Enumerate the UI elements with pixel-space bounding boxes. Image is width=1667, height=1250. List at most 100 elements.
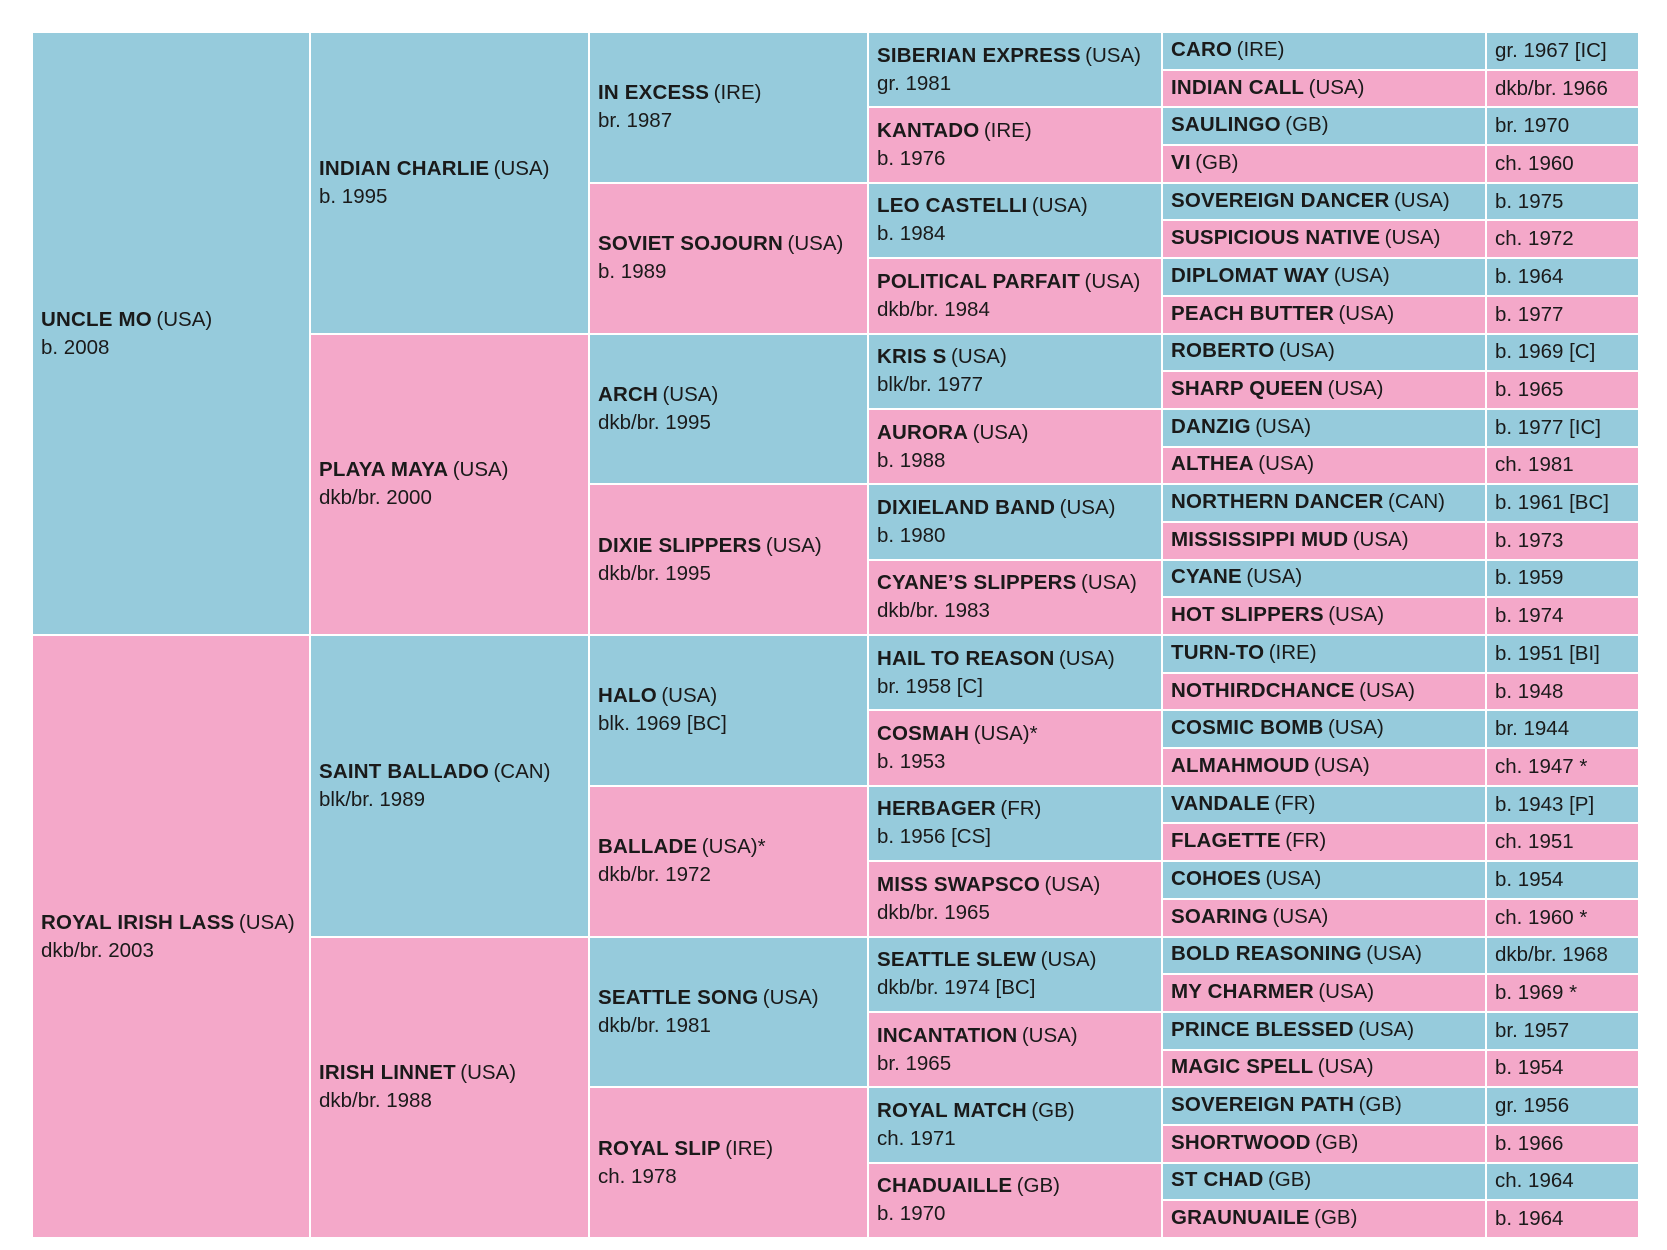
horse-cell-gen5: SUSPICIOUS NATIVE (USA) [1162,220,1486,259]
horse-country: (CAN) [1388,490,1445,514]
horse-details: b. 1956 [CS] [877,825,991,849]
horse-details-cell: ch. 1951 [1486,823,1639,862]
horse-info: KANTADO (IRE) b. 1976 [877,118,1032,172]
name-line: KANTADO (IRE) [877,118,1032,146]
horse-name: SAULINGO [1171,113,1281,137]
horse-details: dkb/br. 1995 [598,410,711,434]
name-line: SOVEREIGN DANCER (USA) [1171,189,1450,215]
name-line: MISSISSIPPI MUD (USA) [1171,528,1409,554]
horse-country: (GB) [1315,1130,1359,1154]
horse-cell-gen5: PRINCE BLESSED (USA) [1162,1011,1486,1050]
horse-name: BALLADE [598,835,698,859]
horse-info: VI (GB) [1171,151,1239,177]
horse-country: (IRE) [983,119,1032,143]
horse-info: ALMAHMOUD (USA) [1171,754,1370,780]
horse-country: (USA) [1044,872,1101,896]
horse-details-cell: b. 1965 [1486,371,1639,409]
name-line: ROBERTO (USA) [1171,339,1335,365]
horse-info: SOVIET SOJOURN (USA) b. 1989 [598,231,843,285]
horse-info: COSMIC BOMB (USA) [1171,716,1384,742]
name-line: HOT SLIPPERS (USA) [1171,603,1384,629]
name-line: MISS SWAPSCO (USA) [877,872,1100,900]
name-line: NOTHIRDCHANCE (USA) [1171,679,1415,705]
horse-cell-gen5: CYANE (USA) [1162,559,1486,598]
horse-country: (USA) [1327,377,1384,401]
horse-info: SEATTLE SLEW (USA) dkb/br. 1974 [BC] [877,947,1096,1001]
horse-cell-gen5: ALMAHMOUD (USA) [1162,748,1486,786]
horse-name: SAINT BALLADO [319,759,490,783]
horse-info: PRINCE BLESSED (USA) [1171,1018,1414,1044]
name-line: COHOES (USA) [1171,867,1321,893]
horse-details: dkb/br. 1966 [1495,76,1608,100]
name-line: ARCH (USA) [598,382,718,410]
horse-details-cell: b. 1954 [1486,1049,1639,1088]
horse-name: DIPLOMAT WAY [1171,263,1330,287]
horse-cell-gen5: NORTHERN DANCER (CAN) [1162,484,1486,522]
horse-cell-gen4: AURORA (USA) b. 1988 [868,408,1162,485]
name-line: DIXIELAND BAND (USA) [877,495,1115,523]
horse-info: SEATTLE SONG (USA) dkb/br. 1981 [598,985,819,1039]
horse-info: LEO CASTELLI (USA) b. 1984 [877,193,1088,247]
name-line: CARO (IRE) [1171,38,1284,64]
horse-name: PLAYA MAYA [319,458,449,482]
name-line: ROYAL IRISH LASS (USA) [41,910,295,938]
horse-country: (USA) [1021,1023,1078,1047]
horse-cell-gen4: COSMAH (USA)* b. 1953 [868,710,1162,786]
horse-cell-gen5: ST CHAD (GB) [1162,1162,1486,1201]
horse-country: (USA) [762,985,819,1009]
name-line: HALO (USA) [598,683,727,711]
horse-info: ROYAL MATCH (GB) ch. 1971 [877,1098,1075,1152]
name-line: MAGIC SPELL (USA) [1171,1055,1374,1081]
horse-country: (USA) [1246,565,1303,589]
horse-cell-gen5: COSMIC BOMB (USA) [1162,710,1486,749]
horse-info: CHADUAILLE (GB) b. 1970 [877,1173,1060,1227]
horse-country: (USA) [1327,716,1384,740]
horse-details: b. 1974 [1495,604,1564,628]
horse-details-cell: b. 1959 [1486,559,1639,598]
horse-cell-gen5: ROBERTO (USA) [1162,333,1486,372]
horse-info: BOLD REASONING (USA) [1171,942,1422,968]
horse-country: (GB) [1358,1093,1402,1117]
horse-details: dkb/br. 1972 [598,863,711,887]
horse-details: ch. 1960 [1495,151,1574,175]
horse-info: SHARP QUEEN (USA) [1171,377,1383,403]
horse-info: HERBAGER (FR) b. 1956 [CS] [877,796,1041,850]
horse-details: b. 1977 [IC] [1495,415,1601,439]
name-line: INDIAN CHARLIE (USA) [319,156,549,184]
horse-cell-gen5: DANZIG (USA) [1162,408,1486,447]
horse-info: POLITICAL PARFAIT (USA) dkb/br. 1984 [877,269,1140,323]
horse-country: (CAN) [493,759,551,783]
name-line: GRAUNUAILE (GB) [1171,1206,1357,1232]
horse-country: (USA) [1328,603,1385,627]
name-line: LEO CASTELLI (USA) [877,193,1088,221]
horse-country: (USA) [493,156,550,180]
horse-info: INDIAN CALL (USA) [1171,76,1364,102]
horse-country: (USA) [1059,495,1116,519]
horse-details-cell: b. 1969 [C] [1486,333,1639,372]
horse-name: ROBERTO [1171,339,1275,363]
horse-cell-gen3: HALO (USA) blk. 1969 [BC] [589,635,868,786]
horse-country: (USA) [1272,904,1329,928]
horse-info: SAINT BALLADO (CAN) blk/br. 1989 [319,759,550,813]
name-line: CYANE’S SLIPPERS (USA) [877,570,1137,598]
horse-cell-gen5: COHOES (USA) [1162,861,1486,899]
horse-details: b. 1959 [1495,566,1564,590]
horse-details-cell: b. 1975 [1486,182,1639,221]
horse-country: (USA) [1085,43,1141,67]
horse-name: PEACH BUTTER [1171,301,1334,325]
horse-info: HALO (USA) blk. 1969 [BC] [598,683,727,737]
horse-details: br. 1958 [C] [877,674,983,698]
horse-details-cell: b. 1964 [1486,1200,1639,1238]
horse-info: SHORTWOOD (GB) [1171,1131,1358,1157]
name-line: AURORA (USA) [877,420,1028,448]
horse-country: (USA) [1318,980,1375,1004]
horse-name: LEO CASTELLI [877,194,1028,218]
horse-info: INCANTATION (USA) br. 1965 [877,1023,1078,1077]
horse-info: HOT SLIPPERS (USA) [1171,603,1384,629]
horse-country: (USA) [1393,188,1450,212]
horse-cell-gen5: CARO (IRE) [1162,32,1486,70]
horse-name: CHADUAILLE [877,1174,1013,1198]
horse-name: SEATTLE SONG [598,985,759,1009]
horse-details: b. 1965 [1495,378,1564,402]
horse-details-cell: b. 1954 [1486,861,1639,899]
